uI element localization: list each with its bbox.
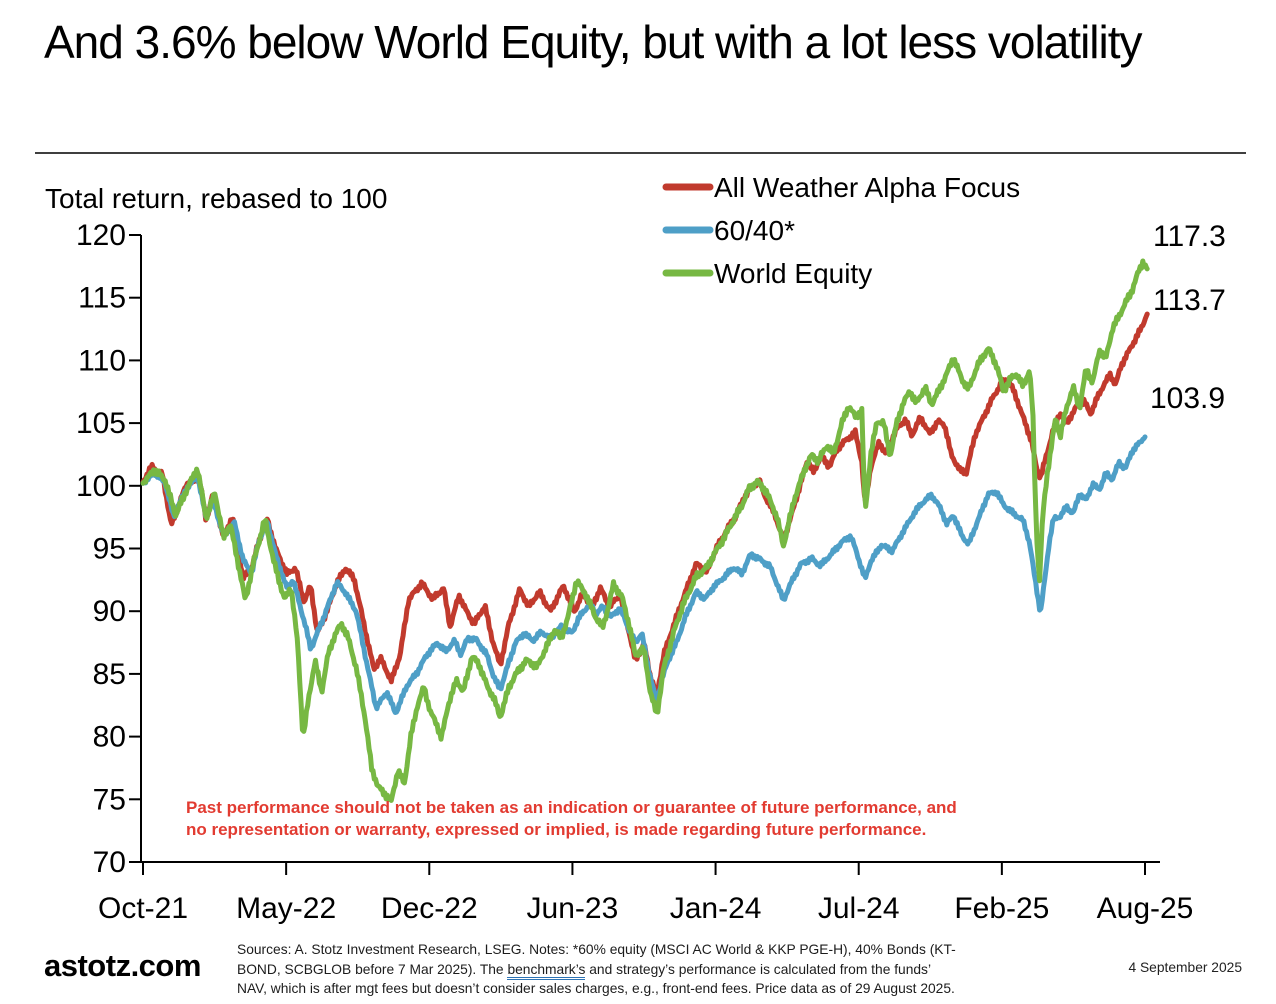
series-lines bbox=[140, 258, 1150, 803]
y-axis-label: 85 bbox=[93, 658, 126, 691]
end-label-all-weather: 113.7 bbox=[1153, 284, 1226, 317]
footer-date: 4 September 2025 bbox=[1128, 960, 1242, 975]
end-label-60-40: 103.9 bbox=[1150, 382, 1225, 415]
disclaimer-line1: Past performance should not be taken as … bbox=[186, 798, 957, 817]
x-axis-label: Aug-25 bbox=[1097, 892, 1194, 925]
y-axis-label: 70 bbox=[93, 846, 126, 879]
end-label-world-equity: 117.3 bbox=[1153, 220, 1226, 253]
legend-item-world-equity: World Equity bbox=[662, 258, 872, 289]
sources-line2-post: and strategy’s performance is calculated… bbox=[585, 961, 932, 977]
legend-label-all-weather: All Weather Alpha Focus bbox=[714, 172, 1020, 203]
chart-subtitle: Total return, rebased to 100 bbox=[45, 183, 387, 214]
y-axis-label: 115 bbox=[78, 282, 126, 315]
page-title: And 3.6% below World Equity, but with a … bbox=[44, 16, 1143, 68]
title-divider bbox=[35, 152, 1246, 154]
x-axis-label: Jan-24 bbox=[670, 892, 762, 925]
x-axis-label: Jun-23 bbox=[527, 892, 619, 925]
y-axis-label: 120 bbox=[76, 219, 126, 252]
disclaimer-line2: no representation or warranty, expressed… bbox=[186, 820, 926, 839]
y-axis-label: 100 bbox=[76, 470, 126, 503]
legend-label-60-40: 60/40* bbox=[714, 215, 795, 246]
y-axis-label: 75 bbox=[93, 783, 126, 816]
sources-line3: NAV, which is after mgt fees but doesn’t… bbox=[237, 981, 955, 997]
y-axis-label: 95 bbox=[93, 533, 126, 566]
y-axis-label: 110 bbox=[78, 344, 126, 377]
chart-canvas: Total return, rebased to 100 All Weather… bbox=[45, 172, 1226, 925]
y-axis-label: 80 bbox=[93, 721, 126, 754]
x-axis-label: Jul-24 bbox=[818, 892, 900, 925]
footer-brand: astotz.com bbox=[44, 948, 201, 983]
series-line-60-40- bbox=[140, 434, 1148, 715]
axes: 120 115 110 105 100 95 90 85 80 75 70 Oct-21 May-22 D… bbox=[76, 219, 1193, 925]
sources-line2-pre: BOND, SCBGLOB before 7 Mar 2025). The bbox=[237, 961, 508, 977]
legend-label-world-equity: World Equity bbox=[714, 258, 872, 289]
footer-sources: Sources: A. Stotz Investment Research, L… bbox=[237, 940, 1122, 999]
chart-legend: All Weather Alpha Focus 60/40* World Equ… bbox=[662, 172, 1020, 289]
x-axis-label: May-22 bbox=[236, 892, 336, 925]
x-axis-label: Feb-25 bbox=[954, 892, 1049, 925]
legend-item-all-weather: All Weather Alpha Focus bbox=[662, 172, 1020, 203]
y-axis-label: 105 bbox=[76, 407, 126, 440]
y-axis-label: 90 bbox=[93, 595, 126, 628]
x-axis-label: Dec-22 bbox=[381, 892, 478, 925]
axis-spine bbox=[140, 235, 1160, 863]
series-line-world-equity bbox=[140, 258, 1150, 803]
x-axis-label: Oct-21 bbox=[98, 892, 188, 925]
legend-item-60-40: 60/40* bbox=[662, 215, 795, 246]
sources-line1: Sources: A. Stotz Investment Research, L… bbox=[237, 942, 956, 957]
sources-benchmark-underlined: benchmark’s bbox=[507, 961, 586, 980]
